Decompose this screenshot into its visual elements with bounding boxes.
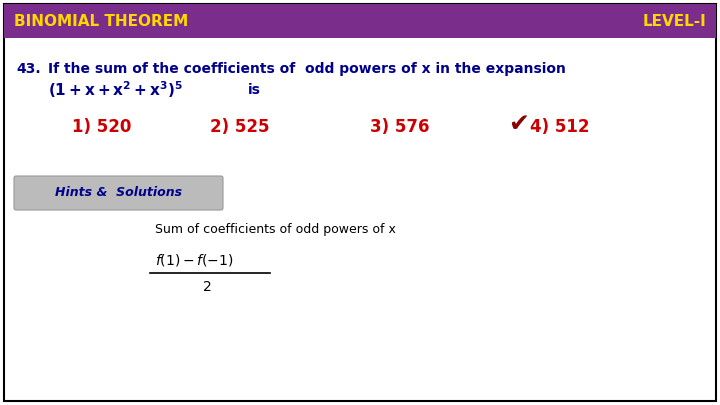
Text: 4) 512: 4) 512 (530, 118, 590, 136)
Text: ✔: ✔ (508, 112, 529, 136)
Text: 2) 525: 2) 525 (210, 118, 269, 136)
Text: 2: 2 (202, 280, 212, 294)
Text: $f(1) - f(-1)$: $f(1) - f(-1)$ (155, 252, 233, 268)
Text: 1) 520: 1) 520 (72, 118, 131, 136)
Text: BINOMIAL THEOREM: BINOMIAL THEOREM (14, 13, 188, 28)
Text: LEVEL-I: LEVEL-I (642, 13, 706, 28)
Text: Sum of coefficients of odd powers of x: Sum of coefficients of odd powers of x (155, 224, 396, 237)
Text: $\mathbf{(1+x+x^2+x^3)^5}$: $\mathbf{(1+x+x^2+x^3)^5}$ (48, 80, 183, 100)
Text: Hints &  Solutions: Hints & Solutions (55, 186, 182, 200)
Text: 3) 576: 3) 576 (370, 118, 430, 136)
FancyBboxPatch shape (14, 176, 223, 210)
Text: is: is (248, 83, 261, 97)
Text: If the sum of the coefficients of  odd powers of x in the expansion: If the sum of the coefficients of odd po… (48, 62, 566, 76)
Bar (4, 4, 716, 38)
Text: 43.: 43. (16, 62, 40, 76)
